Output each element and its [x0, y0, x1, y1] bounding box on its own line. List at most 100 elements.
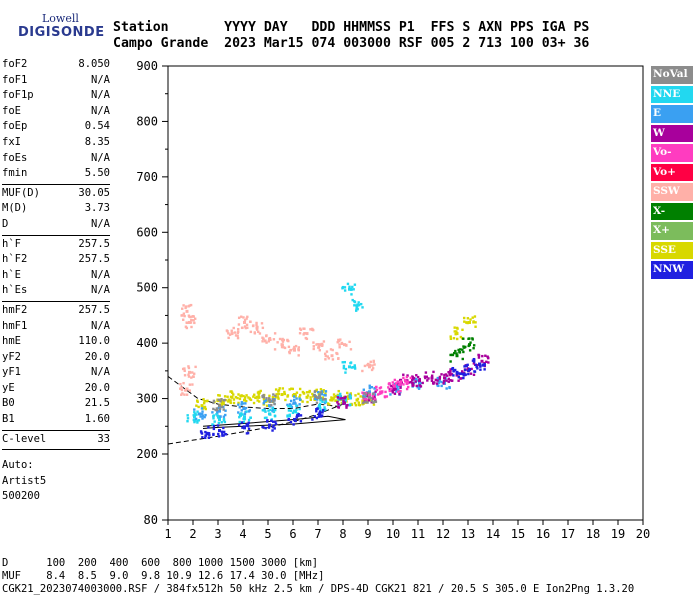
- param-row: h`Es N/A: [2, 284, 110, 300]
- data-point: [217, 432, 220, 436]
- data-point: [337, 402, 340, 406]
- data-point: [227, 400, 230, 403]
- data-point: [290, 405, 294, 409]
- data-point: [466, 321, 469, 325]
- data-point: [324, 358, 327, 361]
- data-point: [228, 333, 232, 336]
- data-point: [251, 324, 255, 328]
- data-point: [289, 409, 293, 412]
- data-point: [318, 412, 321, 416]
- data-point: [344, 367, 348, 371]
- data-point: [218, 429, 221, 433]
- data-point: [440, 384, 443, 388]
- data-point: [324, 390, 328, 393]
- logo-bottom-text: DIGISONDE: [18, 25, 105, 40]
- data-point: [371, 364, 374, 367]
- data-point: [273, 398, 276, 401]
- data-point: [188, 370, 191, 374]
- data-point: [191, 315, 194, 318]
- data-point: [446, 374, 449, 377]
- data-point: [459, 372, 462, 376]
- data-point: [465, 365, 468, 368]
- data-point: [405, 375, 409, 379]
- data-point: [418, 377, 421, 381]
- data-point: [286, 403, 289, 407]
- data-point: [193, 408, 196, 411]
- data-point: [452, 374, 455, 377]
- data-point: [438, 375, 442, 379]
- data-point: [254, 396, 257, 400]
- header-line-2: Campo Grande 2023 Mar15 074 003000 RSF 0…: [113, 36, 590, 51]
- param-name: B0: [2, 397, 15, 410]
- data-point: [416, 379, 419, 382]
- data-point: [445, 387, 448, 390]
- data-point: [414, 380, 417, 383]
- data-point: [292, 395, 296, 398]
- param-name: MUF(D): [2, 186, 40, 199]
- data-point: [341, 396, 344, 400]
- param-name: yF2: [2, 350, 21, 363]
- data-point: [221, 405, 224, 409]
- data-point: [430, 379, 434, 382]
- data-point: [449, 360, 452, 363]
- data-point: [337, 396, 341, 399]
- data-point: [402, 383, 405, 386]
- data-point: [472, 357, 476, 361]
- data-point: [346, 282, 350, 286]
- param-value: N/A: [91, 217, 110, 230]
- data-point: [197, 419, 201, 422]
- data-point: [317, 415, 321, 418]
- data-point: [318, 343, 321, 347]
- data-point: [451, 366, 455, 370]
- data-point: [199, 430, 203, 433]
- data-point: [297, 414, 300, 417]
- data-point: [180, 386, 183, 389]
- data-point: [301, 400, 304, 403]
- param-separator: [2, 429, 110, 431]
- data-point: [396, 380, 399, 383]
- data-point: [278, 337, 282, 341]
- data-point: [293, 409, 296, 413]
- data-point: [471, 337, 474, 340]
- data-point: [336, 401, 339, 404]
- data-point: [313, 415, 316, 418]
- data-point: [316, 343, 319, 346]
- data-point: [370, 368, 374, 372]
- data-point: [243, 396, 247, 399]
- data-point: [273, 399, 276, 402]
- data-point: [460, 370, 464, 373]
- param-value: 33: [97, 432, 110, 445]
- data-point: [349, 288, 353, 291]
- data-point: [183, 367, 186, 370]
- data-point: [243, 320, 246, 324]
- data-point: [193, 412, 197, 415]
- param-name: fxI: [2, 135, 21, 148]
- param-row: hmF2 257.5: [2, 304, 110, 320]
- data-point: [265, 334, 268, 337]
- data-point: [399, 389, 402, 393]
- data-point: [384, 390, 387, 394]
- data-point: [354, 404, 358, 407]
- data-point: [283, 392, 287, 396]
- data-point: [222, 434, 225, 437]
- data-point: [222, 400, 225, 404]
- param-name: hmF1: [2, 319, 28, 332]
- data-point: [220, 398, 223, 401]
- data-point: [462, 337, 465, 340]
- data-point: [191, 383, 194, 386]
- data-point: [440, 380, 443, 384]
- data-point: [263, 340, 267, 343]
- data-point: [455, 332, 459, 336]
- data-point: [184, 305, 188, 308]
- param-value: 20.0: [84, 381, 110, 394]
- data-point: [371, 397, 375, 400]
- data-point: [193, 321, 196, 325]
- data-point: [186, 417, 190, 420]
- data-point: [297, 354, 300, 357]
- param-name: foE: [2, 104, 21, 117]
- data-point: [295, 408, 298, 411]
- data-point: [353, 367, 357, 370]
- data-point: [456, 327, 459, 330]
- data-point: [248, 397, 252, 401]
- data-point: [201, 414, 205, 418]
